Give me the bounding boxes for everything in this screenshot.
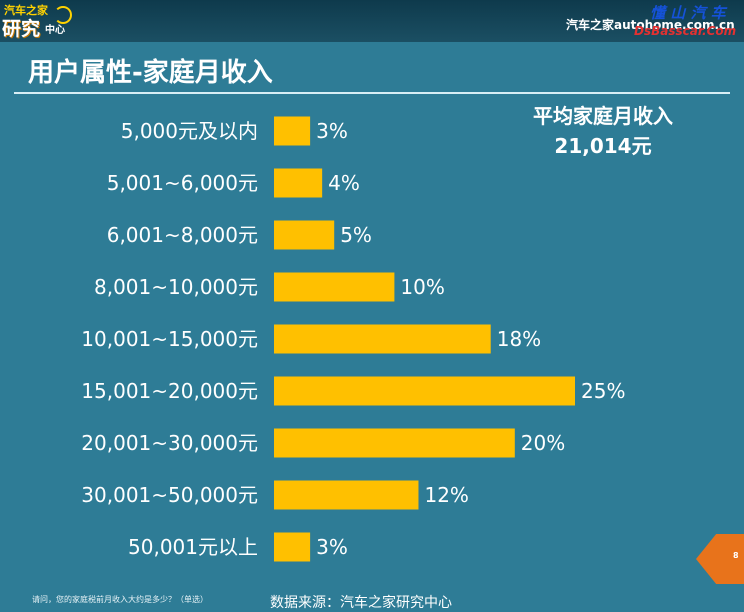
logo-line1: 汽车之家 xyxy=(4,4,48,17)
top-bar: 汽车之家 研究 中心 汽车之家autohome.com.cn 懂 山 汽 车 D… xyxy=(0,0,744,42)
bar-value-label: 3% xyxy=(316,119,348,143)
bar-value-label: 4% xyxy=(328,171,360,195)
income-bar xyxy=(274,532,311,562)
average-income-box: 平均家庭月收入 21,014元 xyxy=(508,101,698,161)
survey-question-note: 请问，您的家庭税前月收入大约是多少？（单选） xyxy=(32,595,208,604)
watermark-cn: 懂 山 汽 车 xyxy=(650,4,726,22)
logo-swoosh-icon xyxy=(54,6,72,24)
autohome-research-logo: 汽车之家 研究 中心 xyxy=(2,2,72,40)
logo-line2: 研究 xyxy=(2,18,41,40)
income-bar xyxy=(274,376,575,406)
bar-value-label: 3% xyxy=(316,535,348,559)
category-label: 20,001~30,000元 xyxy=(81,431,258,455)
category-label: 15,001~20,000元 xyxy=(81,379,258,403)
bar-value-label: 20% xyxy=(521,431,565,455)
category-label: 50,001元以上 xyxy=(128,535,258,559)
bar-value-label: 12% xyxy=(424,483,468,507)
average-income-label: 平均家庭月收入 xyxy=(533,104,673,128)
bar-value-label: 18% xyxy=(497,327,541,351)
income-bar xyxy=(274,116,311,146)
watermark-en: DsBasscar.Com xyxy=(634,24,737,38)
category-label: 5,001~6,000元 xyxy=(107,171,258,195)
income-bar xyxy=(274,428,515,458)
data-source: 数据来源：汽车之家研究中心 xyxy=(270,595,452,611)
income-bar xyxy=(274,168,323,198)
income-bar xyxy=(274,480,419,510)
category-label: 6,001~8,000元 xyxy=(107,223,258,247)
category-label: 8,001~10,000元 xyxy=(94,275,258,299)
income-bar xyxy=(274,324,491,354)
site-name: 汽车之家autohome.com.cn xyxy=(566,18,735,32)
bar-value-label: 25% xyxy=(581,379,625,403)
logo-line3: 中心 xyxy=(45,25,65,36)
category-label: 5,000元及以内 xyxy=(121,119,258,143)
title-divider xyxy=(14,92,730,94)
page-title: 用户属性-家庭月收入 xyxy=(28,58,273,88)
income-bar xyxy=(274,272,395,302)
income-bar xyxy=(274,220,335,250)
bar-value-label: 10% xyxy=(400,275,444,299)
category-label: 10,001~15,000元 xyxy=(81,327,258,351)
category-label: 30,001~50,000元 xyxy=(81,483,258,507)
page-number: 8 xyxy=(733,551,739,560)
income-bar-chart: 5,000元及以内 3% 5,001~6,000元 4% 6,001~8,000元 5% 8… xyxy=(81,116,625,562)
bar-value-label: 5% xyxy=(340,223,372,247)
average-income-value: 21,014元 xyxy=(554,134,652,158)
